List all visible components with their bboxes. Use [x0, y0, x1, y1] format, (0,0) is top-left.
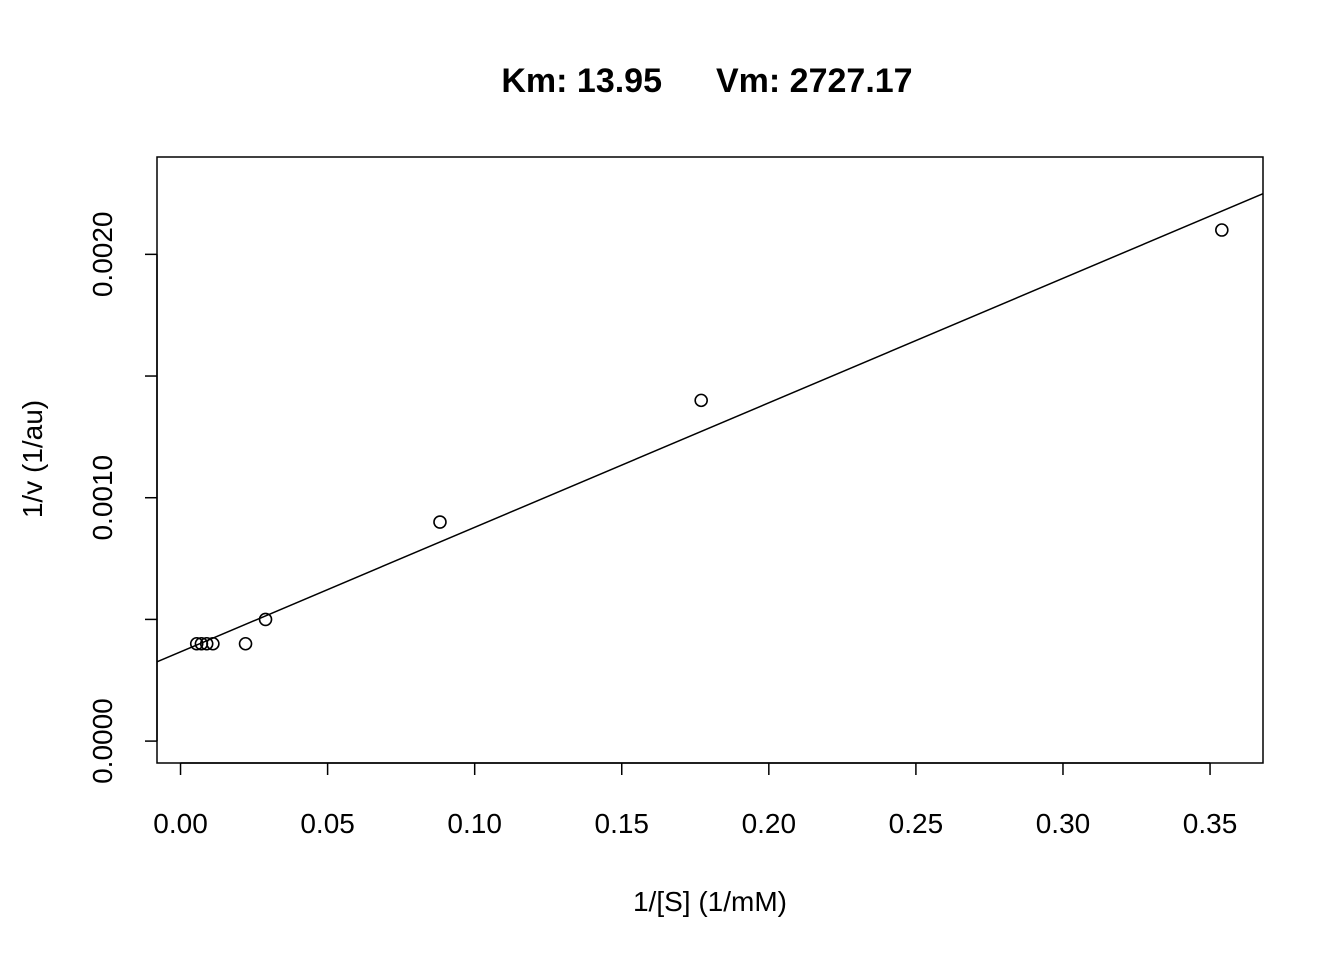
title-vm: Vm: 2727.17 — [716, 62, 913, 100]
x-tick-label: 0.15 — [595, 808, 650, 839]
y-tick-label: 0.0010 — [87, 455, 118, 541]
x-tick-label: 0.05 — [300, 808, 355, 839]
plot-frame — [156, 156, 1264, 764]
title-km: Km: 13.95 — [501, 62, 662, 100]
x-tick-label: 0.25 — [889, 808, 944, 839]
data-point — [258, 612, 273, 627]
data-points — [189, 223, 1229, 651]
x-tick-label: 0.00 — [153, 808, 208, 839]
data-point — [206, 636, 220, 651]
x-tick-label: 0.35 — [1183, 808, 1238, 839]
x-axis: 0.00 0.05 0.10 0.15 0.20 0.25 0.30 0.35 — [153, 762, 1238, 839]
data-point — [1215, 223, 1229, 237]
x-tick-label: 0.20 — [742, 808, 797, 839]
data-point — [189, 636, 204, 651]
fit-line-group — [156, 192, 1264, 663]
data-point — [199, 636, 214, 651]
y-axis-label: 1/v (1/au) — [17, 400, 48, 518]
x-tick-label: 0.10 — [447, 808, 502, 839]
x-axis-label: 1/[S] (1/mM) — [633, 886, 787, 917]
y-tick-label: 0.0000 — [87, 698, 118, 784]
x-tick-label: 0.30 — [1036, 808, 1091, 839]
data-point — [433, 515, 447, 529]
data-point — [694, 393, 708, 408]
data-point — [238, 636, 253, 651]
y-axis: 0.0000 0.0010 0.0020 — [87, 212, 158, 784]
y-tick-label: 0.0020 — [87, 212, 118, 298]
regression-line — [156, 192, 1264, 663]
